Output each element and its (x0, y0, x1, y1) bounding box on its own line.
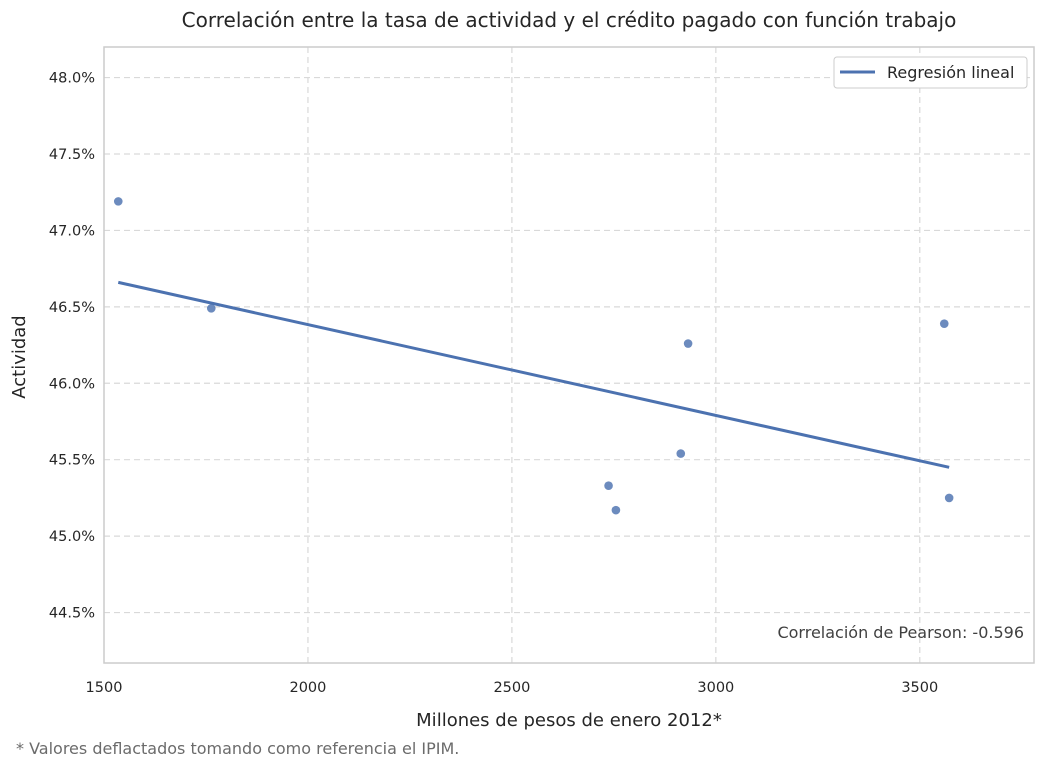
y-tick-label: 46.0% (49, 376, 95, 392)
y-tick-label: 47.5% (49, 147, 95, 163)
x-tick-label: 3500 (901, 680, 938, 696)
legend-label: Regresión lineal (887, 63, 1014, 82)
pearson-annotation: Correlación de Pearson: -0.596 (777, 623, 1024, 642)
x-tick-label: 3000 (697, 680, 734, 696)
y-tick-label: 45.5% (49, 453, 95, 469)
data-point (683, 339, 693, 348)
y-tick-label: 47.0% (49, 223, 95, 239)
x-axis-ticks: 1500 2000 2500 3000 3500 (86, 680, 939, 696)
data-point (939, 319, 949, 328)
data-point (113, 197, 123, 206)
data-point (206, 304, 216, 313)
x-tick-label: 1500 (86, 680, 123, 696)
data-points (113, 197, 954, 515)
y-axis-ticks: 44.5% 45.0% 45.5% 46.0% 46.5% 47.0% 47.5% 48.0% (49, 71, 95, 622)
data-point (944, 493, 954, 503)
y-tick-label: 48.0% (49, 71, 95, 87)
chart-title: Correlación entre la tasa de actividad y… (182, 8, 957, 32)
x-axis-label: Millones de pesos de enero 2012* (416, 710, 722, 731)
grid-lines (104, 47, 1034, 663)
legend-box (833, 56, 1028, 89)
y-tick-label: 44.5% (49, 606, 95, 622)
data-point (611, 505, 621, 515)
data-point (676, 449, 686, 458)
x-tick-label: 2000 (289, 680, 326, 696)
y-axis-label: Actividad (9, 315, 30, 399)
regression-line (117, 280, 950, 469)
y-tick-label: 46.5% (49, 300, 95, 316)
plot-area-frame (103, 46, 1035, 664)
y-tick-label: 45.0% (49, 529, 95, 545)
legend: Regresión lineal (833, 56, 1028, 89)
footnote: * Valores deflactados tomando como refer… (16, 739, 460, 758)
data-point (604, 481, 613, 490)
x-tick-label: 2500 (493, 680, 530, 696)
